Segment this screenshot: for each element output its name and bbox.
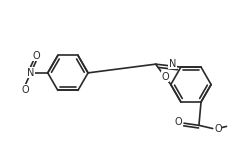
Text: O: O bbox=[214, 124, 222, 134]
Text: O: O bbox=[161, 72, 169, 82]
Text: O: O bbox=[32, 51, 40, 61]
Text: O: O bbox=[22, 85, 29, 95]
Text: N: N bbox=[169, 59, 176, 69]
Text: N: N bbox=[27, 68, 34, 78]
Text: O: O bbox=[175, 117, 183, 127]
